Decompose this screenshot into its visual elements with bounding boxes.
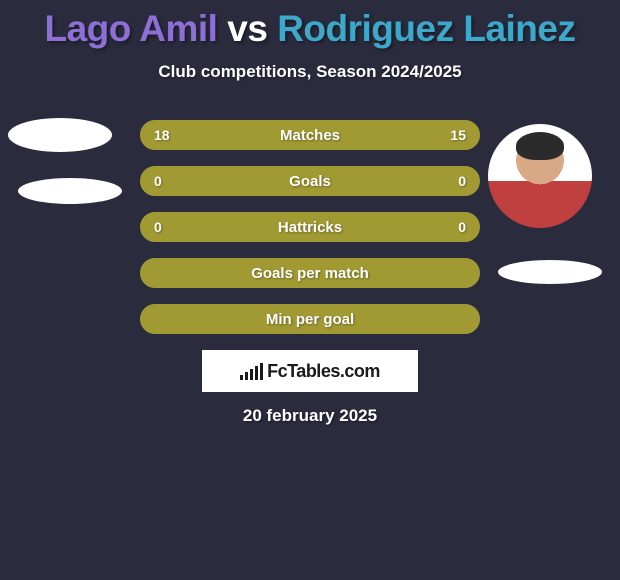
player1-name: Lago Amil	[45, 8, 218, 49]
player2-avatar	[488, 124, 592, 228]
stat-value-right: 0	[458, 219, 466, 235]
logo-bars-icon	[240, 362, 263, 380]
stat-label: Matches	[280, 127, 340, 144]
stat-row: Goals per match	[140, 258, 480, 288]
stat-label: Min per goal	[266, 311, 354, 328]
logo-bar	[260, 363, 263, 380]
logo-bar	[255, 366, 258, 380]
stat-value-left: 18	[154, 127, 170, 143]
stat-label: Hattricks	[278, 219, 342, 236]
stat-value-left: 0	[154, 173, 162, 189]
stat-value-left: 0	[154, 219, 162, 235]
logo-text: FcTables.com	[267, 361, 380, 382]
player2-shape	[498, 260, 602, 284]
logo-bar	[250, 369, 253, 380]
vs-text: vs	[227, 8, 267, 49]
stats-container: Matches 18 15 Goals 0 0 Hattricks 0 0 Goals per m…	[140, 120, 480, 334]
logo-bar	[245, 372, 248, 380]
player1-shape	[18, 178, 122, 204]
player2-name: Rodriguez Lainez	[277, 8, 575, 49]
stat-label: Goals per match	[251, 265, 369, 282]
date: 20 february 2025	[0, 406, 620, 426]
logo-bar	[240, 375, 243, 380]
stat-label: Goals	[289, 173, 331, 190]
logo: FcTables.com	[202, 350, 418, 392]
page-title: Lago Amil vs Rodriguez Lainez	[0, 0, 620, 50]
stat-value-right: 0	[458, 173, 466, 189]
stat-row: Goals 0 0	[140, 166, 480, 196]
stat-row: Min per goal	[140, 304, 480, 334]
stat-value-right: 15	[450, 127, 466, 143]
player1-avatar	[8, 118, 112, 152]
stat-row: Matches 18 15	[140, 120, 480, 150]
subtitle: Club competitions, Season 2024/2025	[0, 62, 620, 82]
stat-row: Hattricks 0 0	[140, 212, 480, 242]
